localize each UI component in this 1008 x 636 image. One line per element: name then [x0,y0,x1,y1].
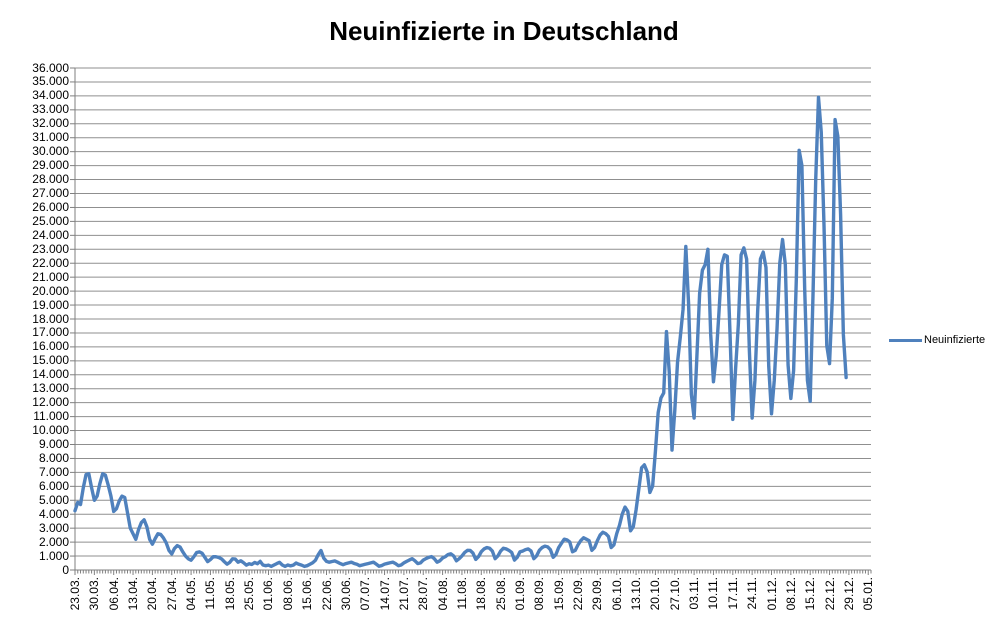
legend-line-swatch [889,338,922,342]
x-tick-label: 18.05. [222,577,237,611]
y-tick-label: 4.000 [38,506,69,521]
series-line-neuinfizierte[interactable] [73,95,848,569]
y-tick-label: 1.000 [38,548,69,563]
y-tick-label: 8.000 [38,450,69,465]
x-tick-label: 06.10. [609,577,624,611]
plot-area[interactable] [70,67,872,575]
y-tick-label: 20.000 [32,283,69,298]
y-tick-label: 33.000 [32,102,69,117]
x-tick-label: 03.11. [687,577,702,610]
y-tick-label: 29.000 [32,158,69,173]
x-tick-label: 11.05. [203,577,218,610]
x-tick-label: 24.11. [745,577,760,610]
legend-label: Neuinfizierte [924,334,986,346]
y-tick-label: 15.000 [32,353,69,368]
y-tick-label: 12.000 [32,395,69,410]
x-tick-label: 06.04. [106,577,121,611]
x-tick-label: 30.06. [338,577,353,611]
x-tick-label: 15.09. [551,577,566,611]
x-tick-label: 04.05. [184,577,199,611]
y-tick-label: 34.000 [32,88,69,103]
x-tick-label: 01.06. [261,577,276,611]
x-tick-label: 29.09. [590,577,605,611]
y-tick-label: 26.000 [32,199,69,214]
x-tick-label: 15.06. [300,577,315,611]
x-tick-label: 30.03. [87,577,102,611]
y-tick-label: 22.000 [32,255,69,270]
x-tick-label: 17.11. [725,577,740,610]
x-tick-label: 13.04. [126,577,141,611]
y-tick-label: 11.000 [33,409,69,424]
chart-legend[interactable]: Neuinfizierte [889,334,985,346]
y-tick-label: 31.000 [32,130,69,145]
y-tick-label: 17.000 [32,325,69,340]
x-tick-label: 20.10. [648,577,663,611]
x-tick-label: 05.01. [861,577,876,611]
x-tick-label: 08.12. [783,577,798,611]
y-tick-label: 9.000 [38,437,69,451]
x-tick-label: 22.09. [571,577,586,611]
y-tick-label: 13.000 [32,381,69,396]
x-tick-label: 29.12. [841,577,856,611]
chart-title[interactable]: Neuinfizierte in Deutschland [329,16,679,46]
x-tick-label: 14.07. [377,577,392,611]
x-tick-label: 08.09. [532,577,547,611]
x-tick-label: 01.12. [764,577,779,611]
x-tick-label: 22.06. [319,577,334,611]
x-tick-label: 28.07. [416,577,431,611]
x-tick-label: 15.12. [803,577,818,611]
y-tick-label: 3.000 [38,520,69,535]
y-tick-label: 35.000 [32,74,69,89]
y-tick-label: 32.000 [32,116,69,131]
y-tick-label: 18.000 [32,311,69,326]
x-tick-label: 23.03. [68,577,82,611]
y-tick-label: 21.000 [32,269,69,284]
x-tick-label: 22.12. [822,577,837,611]
x-tick-label: 07.07. [358,577,373,611]
x-tick-label: 27.10. [667,577,682,611]
x-tick-label: 18.08. [474,577,489,611]
x-tick-label: 10.11. [706,577,721,610]
x-tick-label: 11.08. [454,577,469,610]
x-tick-label: 21.07. [396,577,411,611]
y-tick-label: 0 [62,562,69,577]
x-tick-label: 04.08. [435,577,450,611]
y-tick-label: 27.000 [32,186,69,200]
y-tick-label: 14.000 [32,367,69,382]
x-tick-label: 27.04. [164,577,179,611]
x-tick-label: 25.08. [493,577,508,611]
y-tick-label: 28.000 [32,172,69,187]
x-tick-label: 13.10. [629,577,644,611]
plot-canvas [70,67,872,575]
y-tick-label: 6.000 [38,478,69,493]
y-tick-label: 19.000 [32,297,69,312]
y-tick-label: 36.000 [32,60,69,75]
x-tick-label: 20.04. [145,577,160,611]
y-tick-label: 23.000 [32,241,69,256]
y-tick-label: 10.000 [32,423,69,438]
x-tick-label: 25.05. [242,577,257,611]
y-tick-label: 30.000 [32,144,69,159]
x-tick-label: 01.09. [512,577,527,611]
x-tick-label: 08.06. [280,577,295,611]
y-tick-label: 7.000 [38,464,69,479]
y-tick-label: 2.000 [38,534,69,549]
y-tick-label: 5.000 [38,492,69,507]
y-tick-label: 16.000 [32,339,69,354]
y-tick-label: 24.000 [32,227,69,242]
y-tick-label: 25.000 [32,213,69,228]
